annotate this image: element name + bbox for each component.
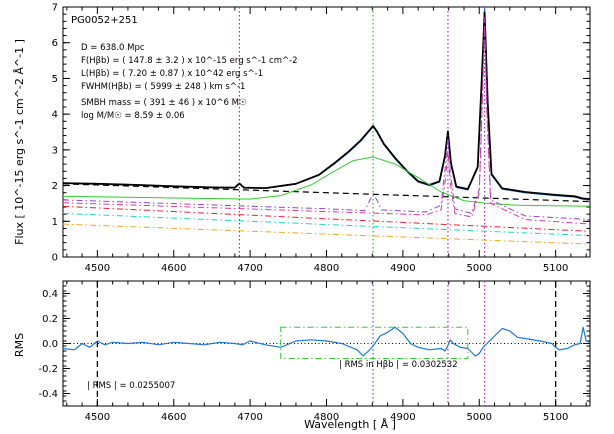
top-panel-axes: 4500 4600 4700 4800 4900 5000 5100 0 1 2 3 4 5 6 7 bbox=[52, 3, 591, 274]
hbeta-window-box bbox=[280, 326, 469, 359]
bottom-y-axis-label: RMS bbox=[13, 333, 26, 357]
bottom-x-tick-label-4600: 4600 bbox=[161, 412, 186, 423]
top-series-continuum bbox=[62, 183, 591, 203]
top-series-component-magenta bbox=[62, 24, 591, 225]
top-x-tick-label-5000: 5000 bbox=[467, 263, 492, 274]
top-x-tick-label-5100: 5100 bbox=[543, 263, 568, 274]
info-line-flux: F(Hβb) = ( 147.8 ± 3.2 ) x 10^-15 erg s^… bbox=[81, 56, 298, 66]
bottom-x-tick-label-4500: 4500 bbox=[85, 412, 110, 423]
bottom-x-tick-label-4900: 4900 bbox=[390, 412, 415, 423]
info-line-luminosity: L(Hβb) = ( 7.20 ± 0.87 ) x 10^42 erg s^-… bbox=[81, 69, 263, 79]
top-y-axis-label: Flux [ 10^-15 erg s^-1 cm^-2 Å^-1 ] bbox=[13, 39, 26, 245]
bottom-x-tick-label-5100: 5100 bbox=[543, 412, 568, 423]
top-panel-info: PG0052+251 D = 638.0 Mpc F(Hβb) = ( 147.… bbox=[71, 15, 298, 121]
bottom-panel-series bbox=[62, 326, 591, 357]
bottom-y-tick-label--0-2: -0.2 bbox=[38, 364, 58, 375]
top-y-tick-label-2: 2 bbox=[52, 181, 58, 192]
bottom-x-tick-label-4700: 4700 bbox=[237, 412, 262, 423]
top-x-tick-label-4600: 4600 bbox=[161, 263, 186, 274]
top-y-tick-label-1: 1 bbox=[52, 217, 58, 228]
rms-hbeta-label: | RMS in Hβb | = 0.0302532 bbox=[339, 360, 458, 370]
top-y-tick-label-0: 0 bbox=[52, 253, 58, 264]
bottom-y-tick-label--0-4: -0.4 bbox=[38, 389, 58, 400]
top-series-component-cyan bbox=[62, 212, 591, 237]
top-series-broad-hbeta bbox=[62, 156, 591, 207]
top-y-tick-label-3: 3 bbox=[52, 145, 58, 156]
top-y-tick-label-7: 7 bbox=[52, 3, 58, 14]
bottom-y-tick-label-0-2: 0.2 bbox=[42, 314, 58, 325]
info-line-distance: D = 638.0 Mpc bbox=[81, 43, 145, 53]
bottom-x-tick-label-4800: 4800 bbox=[314, 412, 339, 423]
top-series-component-purple bbox=[62, 17, 591, 220]
bottom-y-tick-label-0-4: 0.4 bbox=[42, 289, 58, 300]
top-x-tick-label-4900: 4900 bbox=[390, 263, 415, 274]
bottom-panel-axes: 4500 4600 4700 4800 4900 5000 5100 -0.4 -0.2 0.0 0… bbox=[38, 280, 591, 423]
bottom-series-residual bbox=[62, 326, 591, 357]
object-name: PG0052+251 bbox=[71, 15, 138, 26]
top-x-tick-label-4500: 4500 bbox=[85, 263, 110, 274]
top-y-tick-label-4: 4 bbox=[52, 110, 58, 121]
top-x-tick-label-4800: 4800 bbox=[314, 263, 339, 274]
top-x-tick-label-4700: 4700 bbox=[237, 263, 262, 274]
rms-total-label: | RMS | = 0.0255007 bbox=[87, 381, 175, 391]
info-line-smbh-mass: SMBH mass = ( 391 ± 46 ) x 10^6 M☉ bbox=[81, 98, 247, 108]
info-line-log-mass: log M/M☉ = 8.59 ± 0.06 bbox=[81, 111, 185, 121]
top-y-tick-label-6: 6 bbox=[52, 38, 58, 49]
x-axis-label: Wavelength [ Å ] bbox=[304, 418, 396, 431]
bottom-y-tick-label-0-0: 0.0 bbox=[42, 339, 58, 350]
top-series-component-red bbox=[62, 205, 591, 232]
bottom-x-tick-label-5000: 5000 bbox=[467, 412, 492, 423]
info-line-fwhm: FWHM(Hβb) = ( 5999 ± 248 ) km s^-1 bbox=[81, 82, 245, 92]
top-y-tick-label-5: 5 bbox=[52, 74, 58, 85]
top-panel-series bbox=[62, 8, 591, 245]
